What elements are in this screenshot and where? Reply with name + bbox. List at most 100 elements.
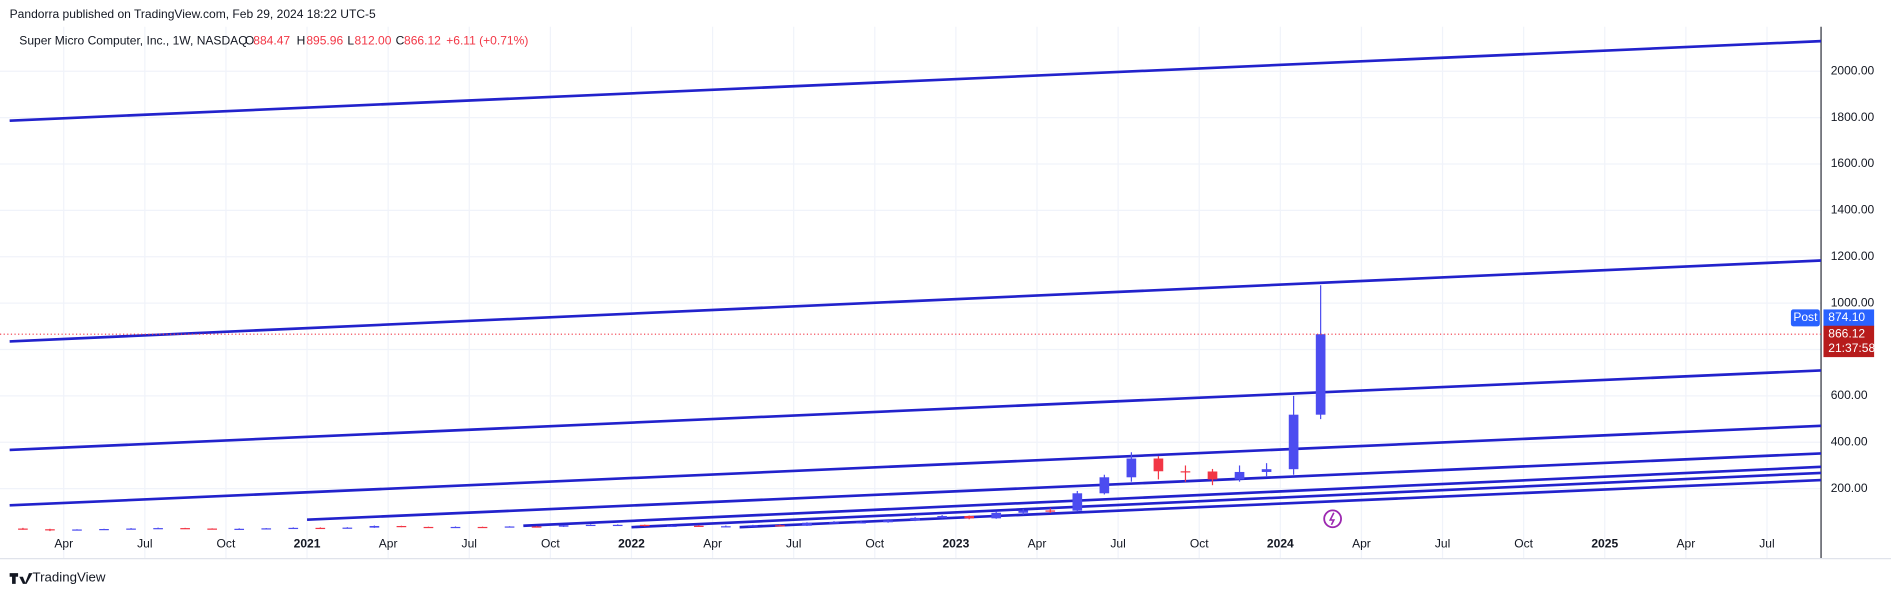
- x-tick-label: Oct: [1190, 536, 1209, 550]
- candle-body: [126, 528, 136, 530]
- candle-body: [639, 524, 650, 527]
- candle: [153, 527, 163, 530]
- candle: [1018, 509, 1029, 515]
- candle: [450, 526, 461, 529]
- event-icon: [1323, 509, 1342, 529]
- y-tick-label: 400.00: [1831, 434, 1868, 448]
- event-bolt: [1328, 512, 1336, 526]
- candle-body: [856, 522, 866, 524]
- candle: [639, 524, 650, 527]
- l-letter: L: [347, 33, 354, 47]
- candle: [693, 525, 704, 527]
- candle: [1072, 490, 1083, 512]
- candle-body: [964, 516, 974, 519]
- candle-body: [585, 524, 596, 527]
- h-letter: H: [297, 33, 306, 47]
- candle-body: [802, 522, 812, 526]
- candle-body: [1261, 469, 1272, 472]
- x-tick-label: Oct: [541, 536, 560, 550]
- candle: [1234, 465, 1245, 482]
- candle-body: [666, 525, 677, 527]
- candle: [964, 515, 974, 520]
- y-tick-label: 1800.00: [1831, 110, 1875, 124]
- candle: [45, 528, 55, 532]
- candle-body: [531, 526, 542, 528]
- candle: [99, 528, 109, 531]
- candle-body: [342, 527, 353, 529]
- x-tick-label: Apr: [1028, 536, 1047, 550]
- candle: [937, 515, 947, 519]
- candle: [802, 522, 812, 526]
- trend-line: [9, 259, 1822, 343]
- trend-line: [631, 471, 1822, 529]
- candle-body: [207, 528, 217, 530]
- x-tick-label: Oct: [217, 536, 236, 550]
- x-tick-label: 2024: [1267, 536, 1294, 550]
- candle: [423, 526, 434, 529]
- brand: TradingView: [33, 569, 106, 584]
- candle: [1153, 456, 1164, 480]
- trend-line: [9, 424, 1822, 507]
- close: 866.12: [404, 33, 441, 47]
- candle: [126, 528, 136, 530]
- candle-body: [261, 528, 272, 530]
- y-tick-label: 200.00: [1831, 481, 1868, 495]
- countdown: 21:37:58: [1828, 341, 1875, 355]
- x-tick-label: Apr: [54, 536, 73, 550]
- candle-body: [775, 525, 785, 527]
- candle-body: [369, 525, 380, 528]
- candle-body: [477, 526, 488, 529]
- x-tick-label: Apr: [1676, 536, 1695, 550]
- trend-line: [306, 452, 1822, 522]
- candle: [396, 525, 407, 528]
- candle: [180, 527, 190, 530]
- candle-body: [450, 526, 461, 529]
- candle: [1126, 452, 1137, 482]
- candle: [1180, 465, 1191, 482]
- post-label: Post: [1793, 310, 1818, 324]
- candle-body: [72, 529, 82, 531]
- candle-body: [1153, 458, 1164, 472]
- candle: [207, 528, 217, 530]
- candle-body: [99, 529, 109, 531]
- candle: [612, 524, 623, 527]
- x-tick-label: Jul: [462, 536, 477, 550]
- candle: [829, 521, 839, 524]
- x-tick-label: Jul: [1435, 536, 1450, 550]
- candle: [1315, 285, 1326, 420]
- last-price: 866.12: [1828, 326, 1865, 340]
- candle: [910, 517, 920, 522]
- candle-body: [558, 525, 569, 527]
- candle: [775, 524, 785, 527]
- candle: [748, 524, 758, 527]
- candle-body: [1180, 471, 1191, 473]
- candle: [531, 525, 542, 528]
- symbol: Super Micro Computer, Inc., 1W, NASDAQ: [19, 33, 247, 47]
- candle-body: [1018, 510, 1029, 513]
- candle: [991, 511, 1002, 519]
- candle-body: [612, 524, 623, 527]
- trend-line: [523, 465, 1822, 528]
- candle: [1207, 468, 1218, 486]
- candle: [721, 525, 731, 528]
- x-tick-label: 2022: [618, 536, 645, 550]
- candle-body: [1126, 458, 1137, 478]
- low: 812.00: [355, 33, 392, 47]
- change: +6.11 (+0.71%): [446, 33, 528, 47]
- candle: [1099, 474, 1110, 495]
- x-tick-label: Jul: [137, 536, 152, 550]
- candle: [369, 525, 380, 528]
- x-tick-label: Jul: [1110, 536, 1125, 550]
- y-tick-label: 600.00: [1831, 388, 1868, 402]
- trend-line: [9, 39, 1822, 122]
- x-tick-label: 2023: [942, 536, 969, 550]
- candle-body: [1288, 414, 1299, 470]
- candle-body: [829, 522, 839, 524]
- candle-body: [721, 526, 731, 528]
- candle: [288, 527, 299, 530]
- post-price: 874.10: [1828, 310, 1865, 324]
- x-tick-label: Apr: [379, 536, 398, 550]
- trend-line: [9, 369, 1822, 452]
- candle: [558, 525, 569, 527]
